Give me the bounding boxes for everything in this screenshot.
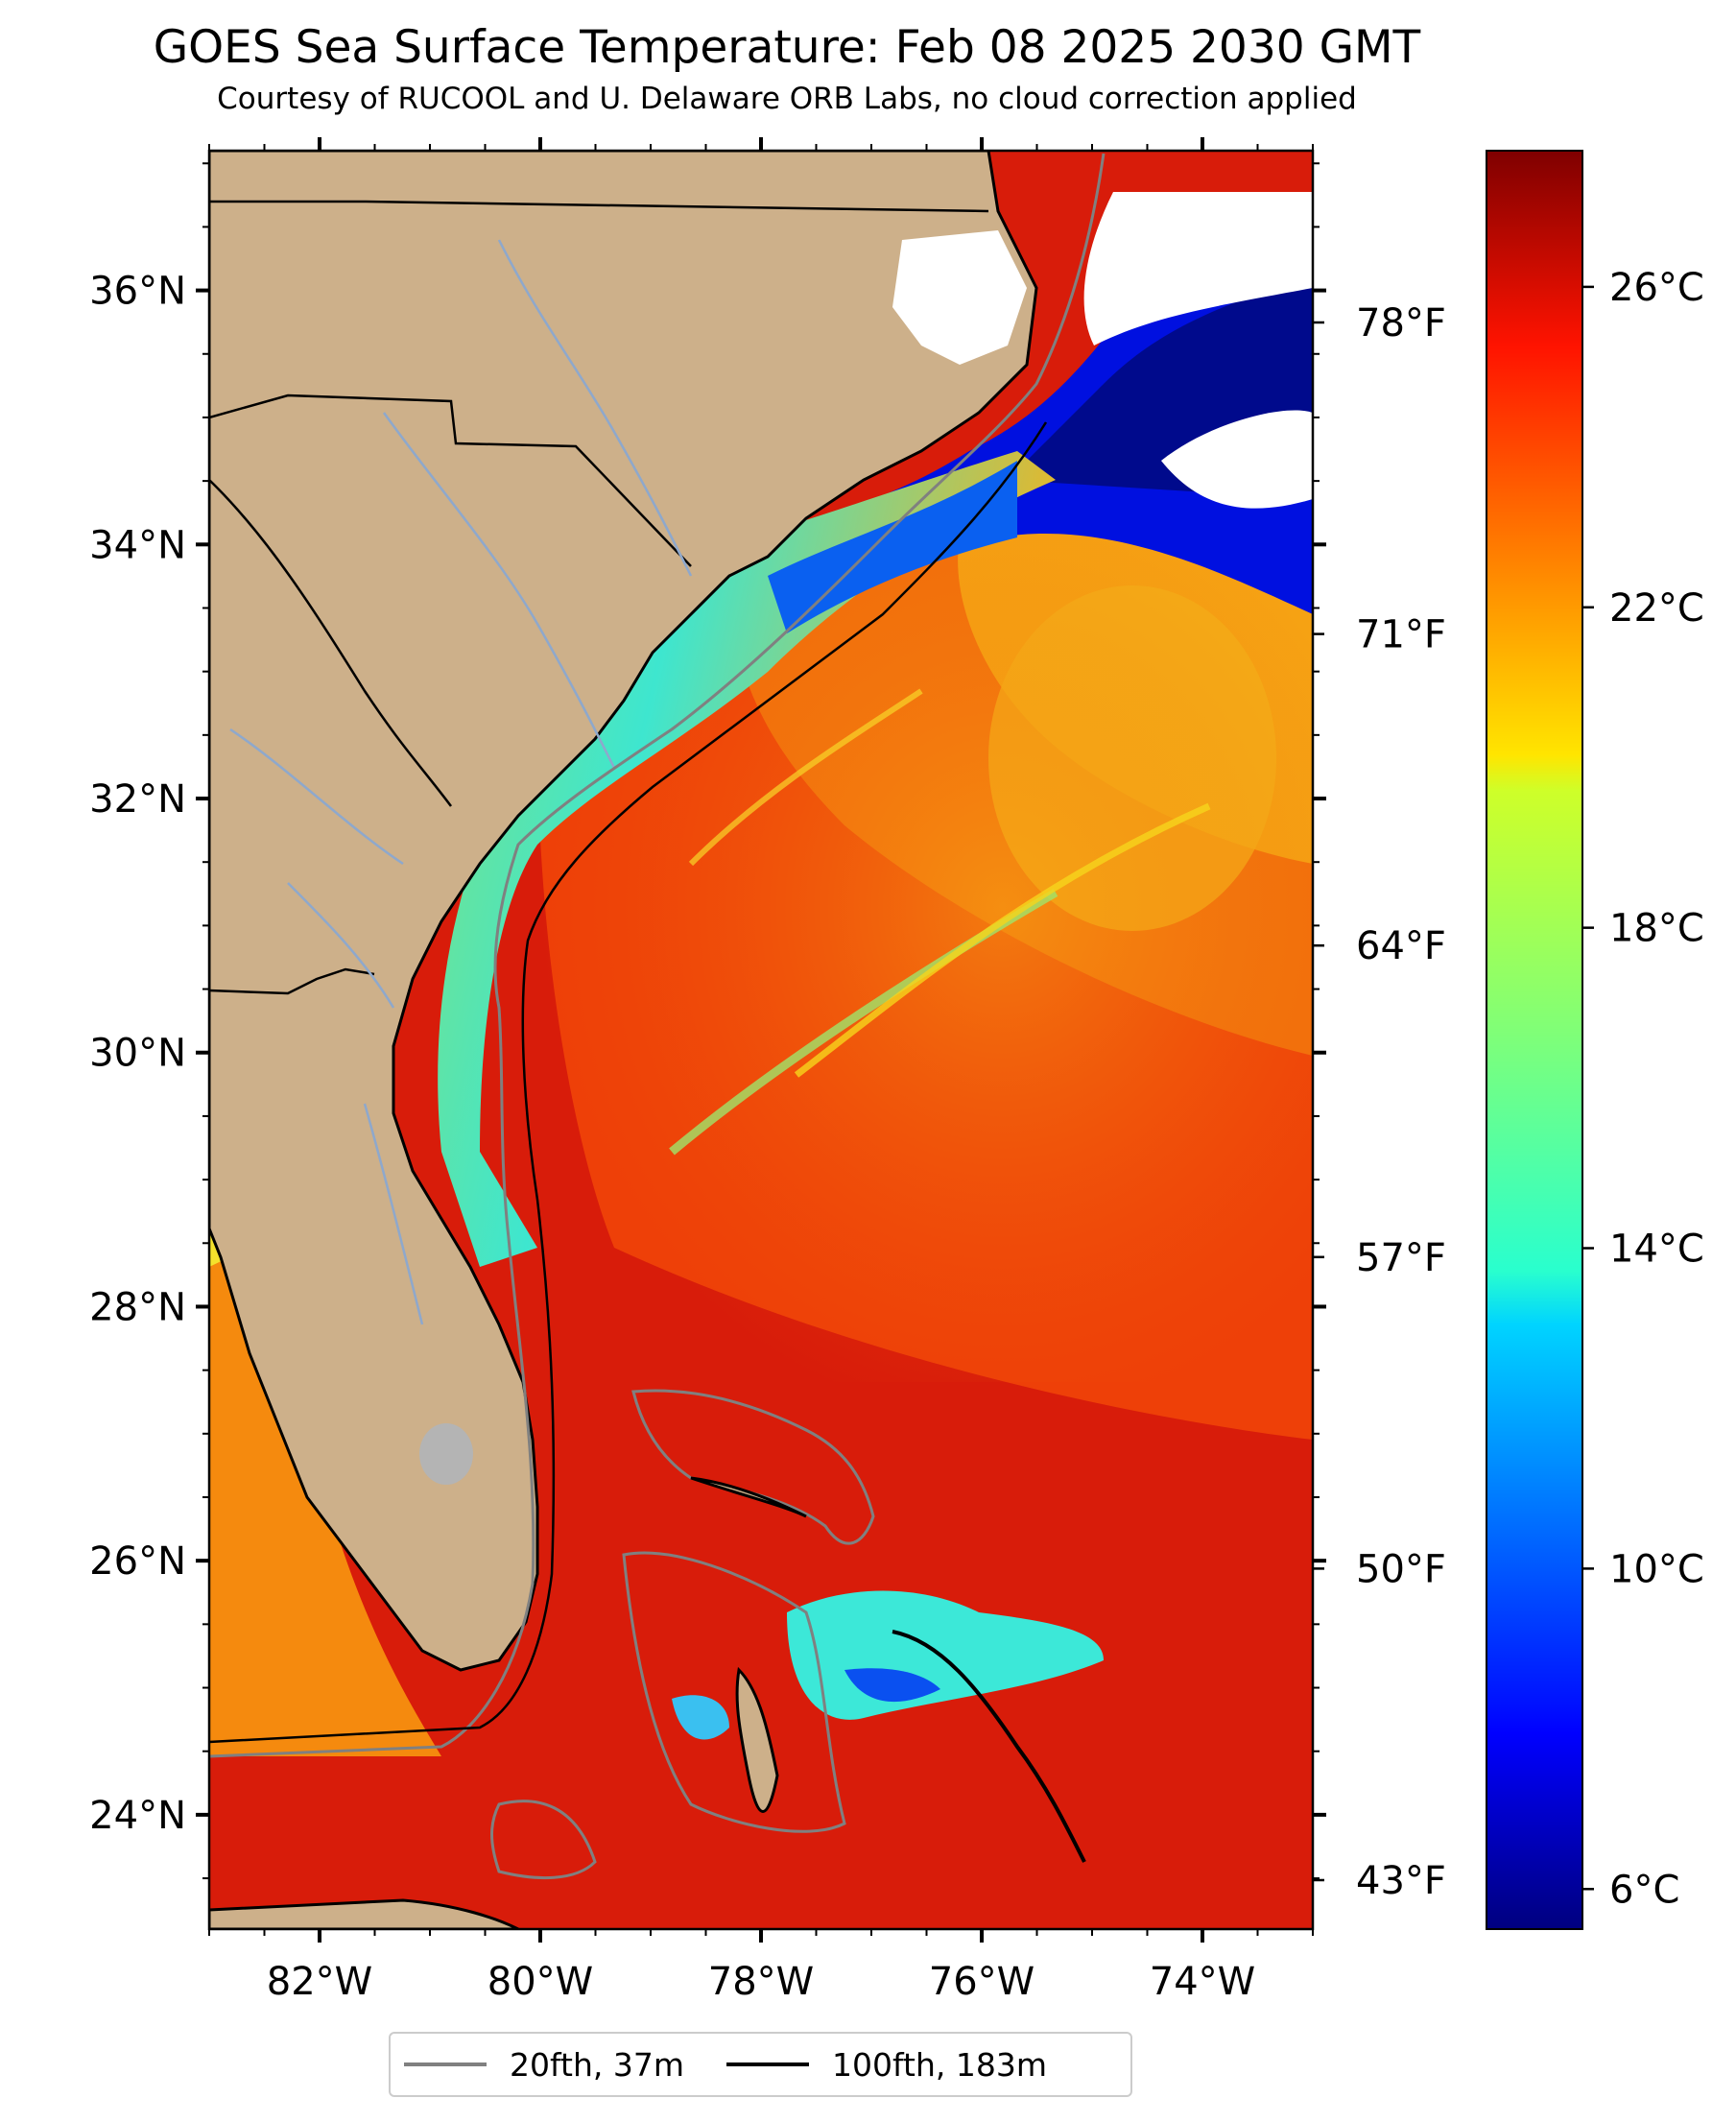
river <box>229 727 404 866</box>
lon-tick-label: 80°W <box>488 1960 593 2004</box>
lon-tick-label: 82°W <box>267 1960 372 2004</box>
colorbar-axis: 26°C 22°C 18°C 14°C 10°C 6°C <box>1582 266 1704 1912</box>
legend-item-20fth: 20fth, 37m <box>404 2046 684 2084</box>
river <box>287 882 395 1009</box>
bahamas-bank <box>631 1389 875 1545</box>
longitude-axis: 82°W 80°W 78°W 76°W 74°W <box>208 137 1314 2004</box>
map-imagery <box>209 151 1313 1929</box>
lat-tick-label: 34°N <box>89 523 186 567</box>
colorbar-tick-label: 6°C <box>1609 1868 1679 1912</box>
bahamas-cool-water <box>672 1695 729 1740</box>
land-mass <box>209 151 1038 1672</box>
isobath-100fth <box>209 421 1048 1744</box>
state-border <box>209 393 692 567</box>
fahrenheit-axis: 78°F 71°F 64°F 57°F 50°F 43°F <box>1313 301 1446 1903</box>
lat-tick-label: 36°N <box>89 270 186 314</box>
river <box>497 239 693 577</box>
colorbar-tick-label: 18°C <box>1609 907 1704 951</box>
lon-tick-label: 74°W <box>1150 1960 1255 2004</box>
legend-swatch <box>726 2062 809 2066</box>
lat-tick-label: 24°N <box>89 1794 186 1838</box>
fahrenheit-tick-label: 71°F <box>1356 613 1446 657</box>
bahamas-island <box>892 1630 1086 1863</box>
state-border <box>209 200 989 213</box>
colorbar-tick-label: 26°C <box>1609 266 1704 310</box>
ocean-streak <box>688 688 923 867</box>
chart-title: GOES Sea Surface Temperature: Feb 08 202… <box>153 21 1421 74</box>
river <box>382 412 616 769</box>
latitude-axis: 36°N 34°N 32°N 30°N 28°N 26°N 24°N <box>89 162 1326 1880</box>
isobath-20fth <box>209 153 1106 1758</box>
colorbar-tick-label: 14°C <box>1609 1228 1704 1272</box>
legend-label: 20fth, 37m <box>510 2045 684 2084</box>
no-data-area <box>1161 410 1313 509</box>
chart-subtitle: Courtesy of RUCOOL and U. Delaware ORB L… <box>217 82 1357 116</box>
no-data-area <box>1083 192 1313 346</box>
ocean-streak <box>794 802 1211 1078</box>
bahamas-cold-patch <box>844 1668 940 1703</box>
bahamas-island <box>690 1476 807 1518</box>
bahamas-bank <box>622 1551 846 1833</box>
lon-tick-label: 76°W <box>929 1960 1034 2004</box>
lat-tick-label: 32°N <box>89 777 186 822</box>
legend-label: 100fth, 183m <box>832 2045 1047 2084</box>
colorbar-tick-label: 22°C <box>1609 586 1704 631</box>
lat-tick-label: 30°N <box>89 1032 186 1076</box>
lat-tick-label: 28°N <box>89 1285 186 1329</box>
colorbar-tick-label: 10°C <box>1609 1547 1704 1591</box>
legend-swatch <box>404 2062 487 2066</box>
isobath-legend: 20fth, 37m 100fth, 183m <box>389 2032 1132 2097</box>
lake-okeechobee <box>419 1423 473 1485</box>
bahamas-island <box>735 1666 779 1813</box>
legend-item-100fth: 100fth, 183m <box>726 2046 1047 2084</box>
cay-sal-bank <box>490 1800 597 1879</box>
state-border <box>209 479 452 807</box>
lon-tick-label: 78°W <box>708 1960 814 2004</box>
state-border <box>209 967 375 995</box>
sound-water <box>892 230 1027 365</box>
river <box>363 1103 424 1325</box>
fahrenheit-tick-label: 43°F <box>1356 1859 1446 1903</box>
colorbar <box>1486 150 1583 1930</box>
lat-tick-label: 26°N <box>89 1539 186 1584</box>
fahrenheit-tick-label: 50°F <box>1356 1547 1446 1591</box>
fahrenheit-tick-label: 64°F <box>1356 924 1446 968</box>
fahrenheit-tick-label: 78°F <box>1356 301 1446 346</box>
fahrenheit-tick-label: 57°F <box>1356 1236 1446 1280</box>
